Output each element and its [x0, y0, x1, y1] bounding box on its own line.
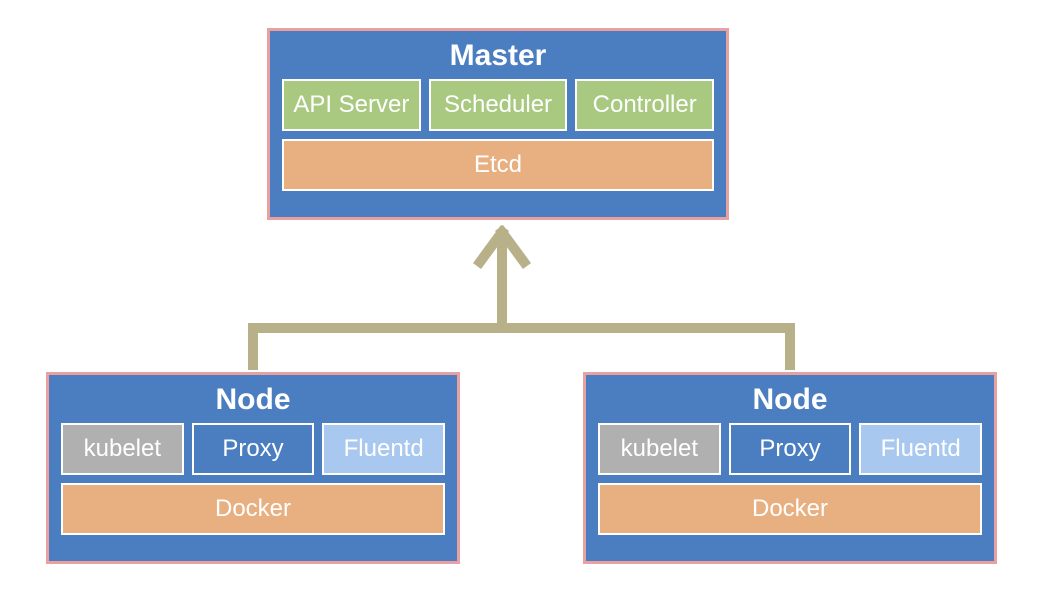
node-component-cell: kubelet	[61, 423, 184, 475]
master-title: Master	[282, 39, 714, 73]
node-component-cell: Proxy	[192, 423, 315, 475]
master-component-cell: Controller	[575, 79, 714, 131]
node-row-components: kubeletProxyFluentd	[61, 423, 445, 475]
node-component-cell: Fluentd	[322, 423, 445, 475]
node-box: Node kubeletProxyFluentd Docker	[583, 372, 997, 564]
node-title: Node	[61, 383, 445, 417]
node-component-cell: Fluentd	[859, 423, 982, 475]
node-runtime-cell: Docker	[61, 483, 445, 535]
node-title: Node	[598, 383, 982, 417]
node-row-runtime: Docker	[61, 483, 445, 535]
node-row-runtime: Docker	[598, 483, 982, 535]
node-component-cell: Proxy	[729, 423, 852, 475]
node-box: Node kubeletProxyFluentd Docker	[46, 372, 460, 564]
node-component-cell: kubelet	[598, 423, 721, 475]
node-runtime-cell: Docker	[598, 483, 982, 535]
master-component-cell: Scheduler	[429, 79, 568, 131]
master-storage-cell: Etcd	[282, 139, 714, 191]
master-box: Master API ServerSchedulerController Etc…	[267, 28, 729, 220]
architecture-diagram: Master API ServerSchedulerController Etc…	[0, 0, 1062, 607]
master-row-components: API ServerSchedulerController	[282, 79, 714, 131]
master-row-storage: Etcd	[282, 139, 714, 191]
master-component-cell: API Server	[282, 79, 421, 131]
node-row-components: kubeletProxyFluentd	[598, 423, 982, 475]
